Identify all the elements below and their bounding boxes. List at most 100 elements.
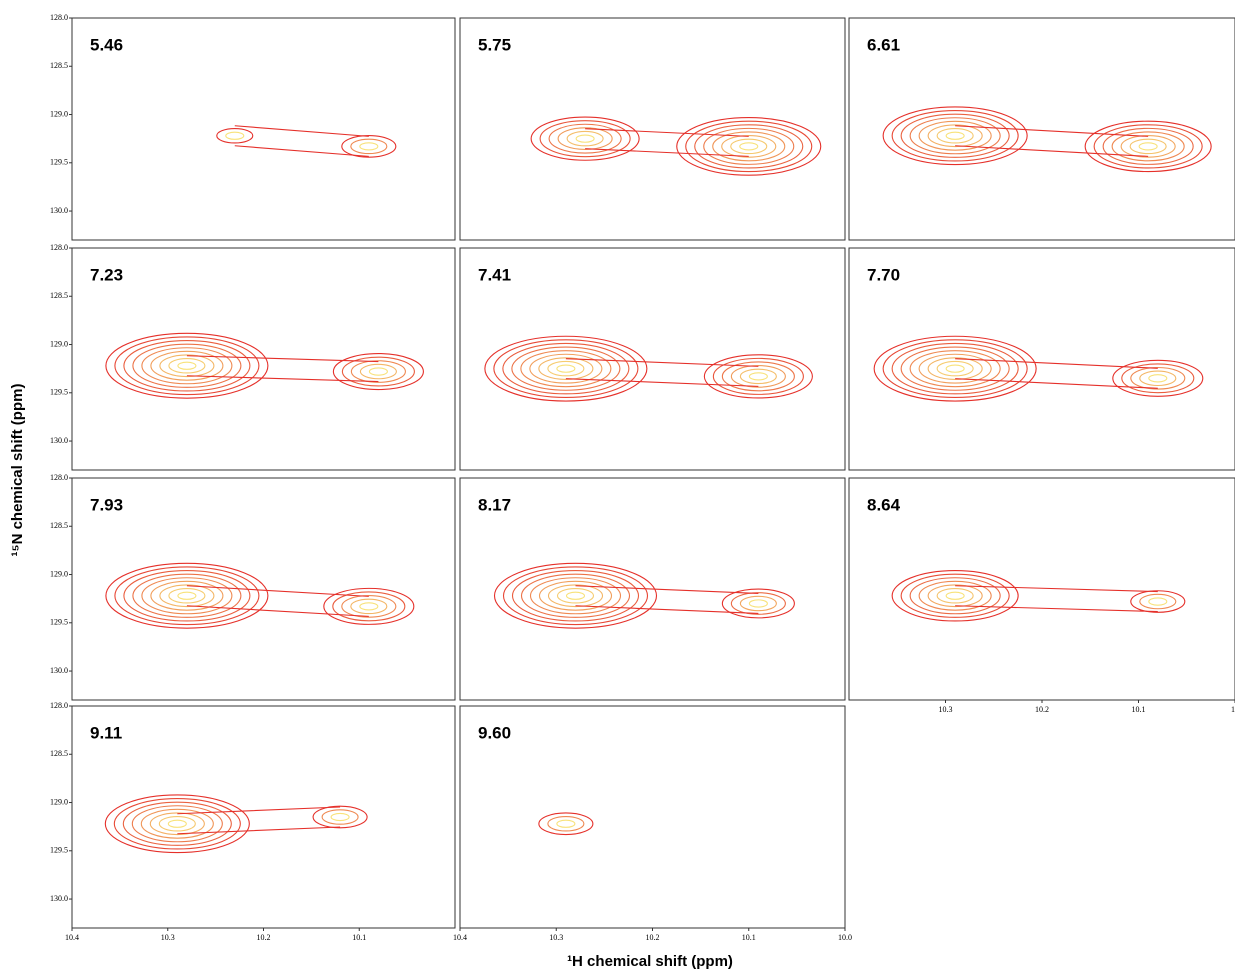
contour-level xyxy=(557,127,613,151)
panel: 7.41 xyxy=(459,247,846,471)
plot-area xyxy=(530,116,822,176)
contour-level xyxy=(748,599,768,608)
contour-level xyxy=(873,335,1037,402)
y-tick-label: 130.0 xyxy=(50,206,68,215)
contour-level xyxy=(891,110,1019,162)
contour-level xyxy=(945,364,965,373)
contour-level xyxy=(1139,593,1177,610)
contour-level xyxy=(575,134,595,143)
contour-level xyxy=(891,342,1019,395)
contour-level xyxy=(114,336,260,396)
panel-frame xyxy=(71,477,456,701)
contour-level xyxy=(141,577,233,615)
contour-level xyxy=(918,353,992,384)
contour-level xyxy=(566,130,604,147)
panel-title: 7.93 xyxy=(90,495,123,514)
y-tick-label: 130.0 xyxy=(50,894,68,903)
y-tick-label: 129.5 xyxy=(50,158,68,167)
contour-level xyxy=(556,819,576,828)
contour-level xyxy=(712,357,804,395)
contour-level xyxy=(177,361,197,370)
contour-level xyxy=(216,128,254,144)
panel: 5.75 xyxy=(459,17,846,241)
contour-level xyxy=(936,360,974,377)
contour-level xyxy=(900,113,1010,158)
contour-level xyxy=(694,124,804,169)
contour-level xyxy=(1121,363,1195,394)
contour-level xyxy=(712,131,786,162)
contour-level xyxy=(1102,127,1194,165)
y-tick-label: 128.5 xyxy=(50,291,68,300)
contour-level xyxy=(511,346,621,391)
x-tick-label: 10.1 xyxy=(352,933,366,942)
contour-level xyxy=(909,117,1001,155)
contour-level xyxy=(945,131,965,140)
contour-level xyxy=(703,127,795,165)
contour-level xyxy=(312,805,368,829)
contour-level xyxy=(748,372,768,381)
panel: 9.11 128.0 128.5 129.0 129.5 130.0 10.4 10.3 10.… xyxy=(50,701,456,942)
contour-level xyxy=(703,354,813,399)
panel-frame xyxy=(71,247,456,471)
plot-area xyxy=(493,562,795,629)
y-tick-label: 130.0 xyxy=(50,666,68,675)
contour-level xyxy=(900,346,1010,391)
panel: 8.64 10.3 10.2 10.1 10 xyxy=(848,477,1235,714)
contour-level xyxy=(1111,131,1185,162)
contour-level xyxy=(936,128,974,144)
contour-level xyxy=(359,602,379,611)
contour-level xyxy=(167,819,187,828)
contour-level xyxy=(918,580,992,611)
contour-level xyxy=(1112,359,1204,397)
contour-level xyxy=(341,135,397,158)
contour-level xyxy=(177,591,197,600)
contour-bridge xyxy=(575,585,759,615)
contour-level xyxy=(1138,142,1158,151)
contour-level xyxy=(132,573,242,618)
plot-area xyxy=(882,106,1212,173)
contour-level xyxy=(739,368,777,385)
contour-level xyxy=(891,570,1019,622)
contour-level xyxy=(556,588,595,604)
panel-frame xyxy=(459,17,846,241)
contour-bridge xyxy=(234,125,369,157)
contour-level xyxy=(493,339,639,399)
x-tick-label: 10.1 xyxy=(742,933,756,942)
x-tick-label: 10.1 xyxy=(1132,705,1146,714)
contour-level xyxy=(529,353,603,384)
contour-level xyxy=(159,354,215,378)
contour-level xyxy=(945,591,965,600)
contour-level xyxy=(105,332,269,399)
contour-level xyxy=(927,124,983,148)
x-tick-label: 10.2 xyxy=(257,933,271,942)
plot-area xyxy=(105,562,415,629)
contour-level xyxy=(350,598,388,615)
contour-level xyxy=(721,361,795,392)
contour-level xyxy=(484,335,648,402)
contour-level xyxy=(330,812,350,822)
contour-level xyxy=(730,138,768,155)
panel-frame xyxy=(459,477,846,701)
contour-level xyxy=(936,588,974,604)
contour-level xyxy=(1129,138,1167,155)
contour-level xyxy=(332,591,406,622)
x-tick-label: 10.3 xyxy=(939,705,953,714)
contour-level xyxy=(150,350,224,381)
contour-level xyxy=(900,573,1010,618)
contour-level xyxy=(909,350,1001,388)
contour-level xyxy=(676,117,822,176)
y-tick-label: 130.0 xyxy=(50,436,68,445)
contour-level xyxy=(332,352,424,391)
contour-level xyxy=(1084,120,1212,173)
contour-level xyxy=(556,364,576,373)
contour-level xyxy=(341,595,397,618)
panel-frame xyxy=(459,705,846,929)
panel: 9.60 10.4 10.3 10.2 10.1 10.0 xyxy=(453,705,852,942)
contour-level xyxy=(548,123,622,154)
contour-level xyxy=(168,358,206,374)
contour-level xyxy=(122,801,232,846)
contour-level xyxy=(547,360,585,377)
contour-level xyxy=(909,577,1001,615)
contour-level xyxy=(158,816,196,832)
